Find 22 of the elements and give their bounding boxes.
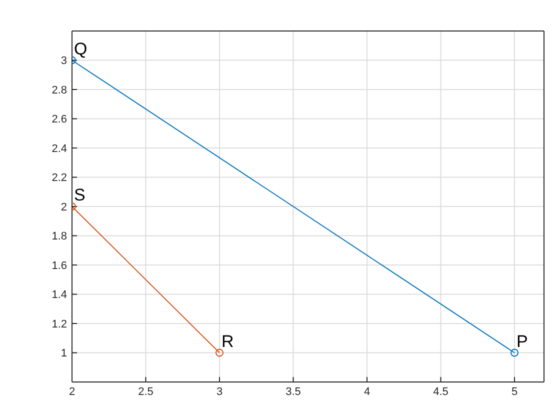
x-tick-label: 3 xyxy=(216,386,223,398)
x-tick-label: 3.5 xyxy=(286,386,301,398)
y-tick-label: 2.4 xyxy=(52,142,67,155)
y-tick-label: 1 xyxy=(60,348,67,360)
annotation: Q xyxy=(74,39,88,58)
annotation: P xyxy=(516,332,528,351)
y-tick-label: 3 xyxy=(60,55,67,68)
y-tick-label: 1.8 xyxy=(52,230,67,243)
x-tick-label: 2 xyxy=(68,386,76,398)
y-tick-label: 2.8 xyxy=(52,84,67,96)
y-tick-label: 1.2 xyxy=(52,318,67,330)
x-tick-label: 5 xyxy=(511,386,518,398)
y-tick-label: 1.6 xyxy=(52,260,67,272)
y-tick-label: 1.4 xyxy=(52,289,67,302)
x-tick-label: 2.5 xyxy=(138,386,154,398)
y-tick-label: 2.6 xyxy=(52,114,67,126)
annotation: S xyxy=(74,186,86,204)
annotation: R xyxy=(222,332,234,351)
y-tick-label: 2 xyxy=(60,201,67,214)
y-tick-label: 2.2 xyxy=(52,172,67,184)
x-tick-label: 4 xyxy=(364,386,370,398)
x-tick-label: 4.5 xyxy=(433,386,448,398)
